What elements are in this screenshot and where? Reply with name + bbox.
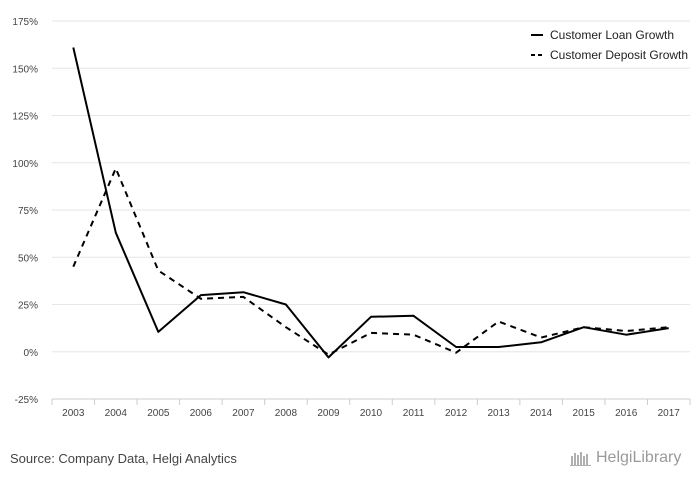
x-tick-label: 2006 <box>190 408 213 419</box>
series-line <box>72 167 669 356</box>
x-tick-label: 2017 <box>658 408 681 419</box>
grid-lines <box>52 20 690 400</box>
y-tick-label: 100% <box>12 159 38 170</box>
legend-entry: Customer Loan Growth <box>550 28 674 42</box>
y-tick-label: 75% <box>18 206 38 217</box>
x-tick-label: 2004 <box>105 408 128 419</box>
x-tick-label: 2014 <box>530 408 553 419</box>
line-chart: 175% 150% 125% 100% 75% 50% 25% 0% -25% 2003 2004… <box>12 17 691 419</box>
x-tick-label: 2007 <box>232 408 255 419</box>
x-tick-label: 2005 <box>147 408 170 419</box>
x-tick-label: 2008 <box>275 408 298 419</box>
x-axis: 2003 2004 2005 2006 2007 2008 2009 2010 2011 2012… <box>51 398 691 419</box>
x-tick-label: 2003 <box>62 408 85 419</box>
y-tick-label: 175% <box>12 17 38 28</box>
source-note: Source: Company Data, Helgi Analytics <box>10 451 237 466</box>
x-tick-label: 2016 <box>615 408 638 419</box>
series-lines <box>72 47 669 359</box>
y-axis-ticks: 175% 150% 125% 100% 75% 50% 25% 0% -25% <box>12 17 38 406</box>
legend-entry: Customer Deposit Growth <box>550 48 688 62</box>
y-tick-label: 0% <box>24 348 39 359</box>
logo-text: HelgiLibrary <box>596 449 682 466</box>
y-tick-label: 125% <box>12 112 38 123</box>
y-tick-label: -25% <box>15 395 38 406</box>
x-tick-label: 2015 <box>573 408 596 419</box>
x-tick-label: 2012 <box>445 408 468 419</box>
y-tick-label: 25% <box>18 301 38 312</box>
legend: Customer Loan Growth Customer Deposit Gro… <box>531 28 688 62</box>
series-line <box>72 47 669 359</box>
x-tick-label: 2013 <box>487 408 510 419</box>
y-tick-label: 150% <box>12 64 38 75</box>
library-icon <box>570 452 591 466</box>
x-tick-label: 2011 <box>403 408 425 419</box>
x-tick-label: 2009 <box>317 408 340 419</box>
y-tick-label: 50% <box>18 253 38 264</box>
helgi-library-logo[interactable]: HelgiLibrary <box>570 449 681 467</box>
x-tick-label: 2010 <box>360 408 383 419</box>
